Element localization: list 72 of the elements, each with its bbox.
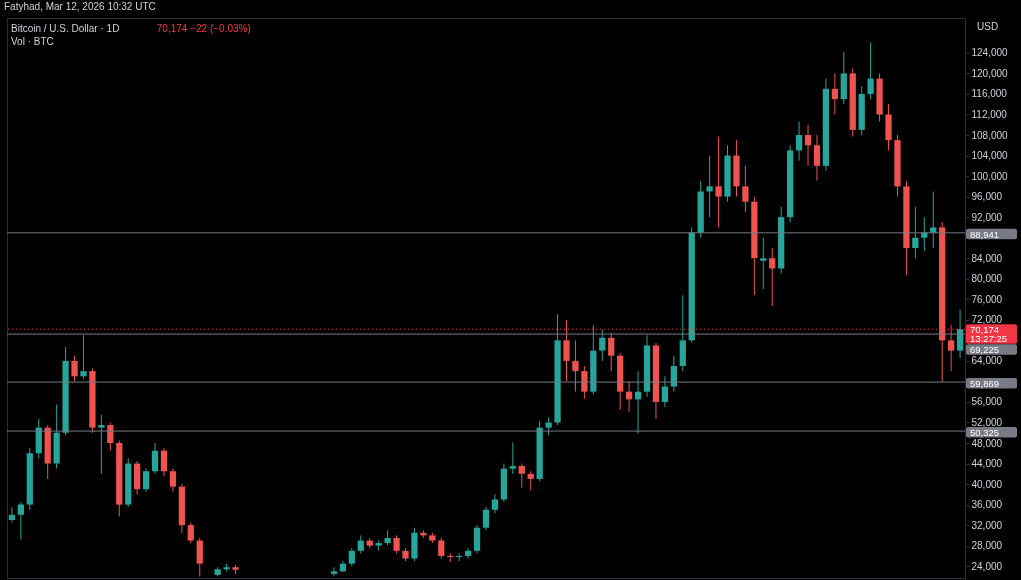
candlestick <box>71 355 78 382</box>
candlestick <box>661 375 669 408</box>
y-tick-label: 40,000 <box>971 478 1003 490</box>
y-tick-label: 56,000 <box>971 396 1003 408</box>
candlestick <box>769 247 776 307</box>
candlestick <box>464 547 472 559</box>
candlestick <box>930 190 937 249</box>
candlestick <box>482 506 490 531</box>
y-tick-label: 104,000 <box>971 150 1009 162</box>
y-tick-label: 32,000 <box>971 519 1003 531</box>
text: Fatyhad, Mar 12, 2026 10:32 UTC <box>4 1 156 12</box>
y-tick-label: 36,000 <box>971 499 1003 511</box>
y-tick-label: 72,000 <box>971 314 1003 326</box>
candlestick <box>599 329 606 362</box>
candlestick <box>98 414 105 475</box>
ref-line-label: 69,225 <box>970 343 1000 355</box>
y-tick-label: 24,000 <box>971 560 1003 572</box>
ref-line-label: 50,325 <box>970 426 1000 438</box>
y-tick-label: 80,000 <box>971 273 1003 285</box>
y-tick-label: 76,000 <box>971 293 1003 305</box>
y-tick-label: 108,000 <box>971 129 1009 141</box>
y-tick-label: 44,000 <box>971 458 1003 470</box>
candlestick <box>151 442 159 475</box>
candlestick <box>867 42 874 100</box>
candlestick <box>742 165 749 213</box>
candlestick <box>473 524 481 554</box>
y-tick-label: 120,000 <box>971 67 1009 79</box>
candlestick <box>491 493 499 514</box>
y-tick-label: 92,000 <box>971 211 1003 223</box>
candlestick <box>795 121 803 162</box>
candlestick <box>715 136 722 228</box>
y-axis-title: USD <box>977 21 999 32</box>
y-tick-label: 28,000 <box>971 540 1003 552</box>
candlestick <box>527 470 534 491</box>
y-tick-label: 96,000 <box>971 191 1003 203</box>
candlestick <box>187 522 194 544</box>
candlestick <box>608 332 615 372</box>
candlestick <box>563 319 570 382</box>
candlestick <box>17 501 24 540</box>
candlestick <box>813 134 821 182</box>
candlestick <box>518 463 525 489</box>
y-tick-label: 52,000 <box>971 416 1003 428</box>
candlestick <box>948 324 955 372</box>
candlestick <box>509 441 516 475</box>
candlestick <box>912 206 919 259</box>
candlestick <box>330 566 338 577</box>
candlestick <box>80 334 87 380</box>
candlestick <box>169 468 177 493</box>
ref-line-label: 59,869 <box>970 377 1000 389</box>
candlestick <box>160 447 168 477</box>
candlestick <box>706 155 713 218</box>
candlestick <box>804 124 812 167</box>
y-tick-label: 100,000 <box>971 170 1009 182</box>
y-tick-label: 84,000 <box>971 252 1003 264</box>
candlestick <box>196 537 203 577</box>
text: Bitcoin / U.S. Dollar · 1D <box>11 23 120 34</box>
candlestick <box>8 506 16 524</box>
candlestick <box>581 365 588 400</box>
candlestick <box>831 72 838 115</box>
y-tick-label: 112,000 <box>971 109 1008 120</box>
ref-line-label: 88,941 <box>970 228 1000 240</box>
candlestick <box>438 537 445 559</box>
candlestick <box>760 237 767 290</box>
y-tick-label: 124,000 <box>971 47 1009 59</box>
y-tick-label: 64,000 <box>971 355 1003 367</box>
ref-line-label: 70,174 <box>970 323 1000 335</box>
text: 70,174 −22 (−0.03%) <box>156 23 251 34</box>
candlestick <box>572 339 579 393</box>
candlestick <box>142 468 150 493</box>
annotation: Vol · BTC <box>11 36 54 47</box>
y-tick-label: 48,000 <box>971 437 1003 449</box>
y-tick-label: 116,000 <box>971 88 1008 100</box>
